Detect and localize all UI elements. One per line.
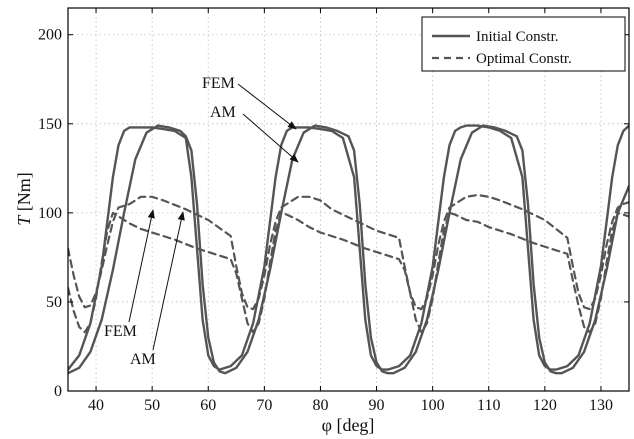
tick-labels: 40 50 60 70 80 90 100 110 120 130 0 50 100 150 200 (38, 27, 613, 414)
y-axis-symbol: T (14, 214, 34, 226)
legend: Initial Constr. Optimal Constr. (421, 16, 626, 72)
series-layer (68, 124, 629, 375)
annotation-arrow-fem-lower (128, 209, 155, 323)
y-tick-label: 100 (38, 205, 62, 222)
y-axis-unit: [Nm] (14, 172, 34, 216)
x-tick-label: 80 (312, 397, 328, 414)
y-tick-label: 150 (38, 116, 62, 133)
x-tick-label: 100 (421, 397, 445, 414)
annotation-arrow-fem-upper (237, 83, 297, 130)
series-line-optimal-am (68, 193, 629, 311)
y-axis-label: T [Nm] (14, 172, 34, 226)
y-tick-label: 0 (54, 383, 62, 400)
legend-box (421, 16, 626, 72)
x-axis-label: φ [deg] (322, 415, 375, 435)
x-tick-label: 110 (477, 397, 500, 414)
series-line-optimal-fem (68, 211, 629, 334)
annotation-am-lower: AM (130, 351, 156, 368)
annotation-arrow-am-lower (152, 211, 185, 351)
x-tick-label: 90 (369, 397, 385, 414)
legend-label-initial: Initial Constr. (476, 29, 559, 45)
series-line-initial-am (68, 124, 629, 375)
annotation-fem-upper: FEM (202, 75, 235, 92)
x-tick-label: 120 (533, 397, 557, 414)
ticks (68, 8, 629, 392)
annotation-am-upper: AM (210, 104, 236, 121)
x-tick-label: 60 (200, 397, 216, 414)
y-tick-label: 200 (38, 27, 62, 44)
plot-frame (67, 7, 630, 392)
x-tick-label: 70 (256, 397, 272, 414)
x-tick-label: 130 (589, 397, 613, 414)
series-line-initial-fem (68, 124, 629, 371)
x-tick-label: 50 (144, 397, 160, 414)
y-tick-label: 50 (46, 294, 62, 311)
annotation-arrow-am-upper (242, 113, 299, 163)
x-tick-label: 40 (88, 397, 104, 414)
annotations: FEM AM FEM AM (104, 75, 299, 368)
annotation-fem-lower: FEM (104, 323, 137, 340)
legend-label-optimal: Optimal Constr. (476, 51, 572, 67)
